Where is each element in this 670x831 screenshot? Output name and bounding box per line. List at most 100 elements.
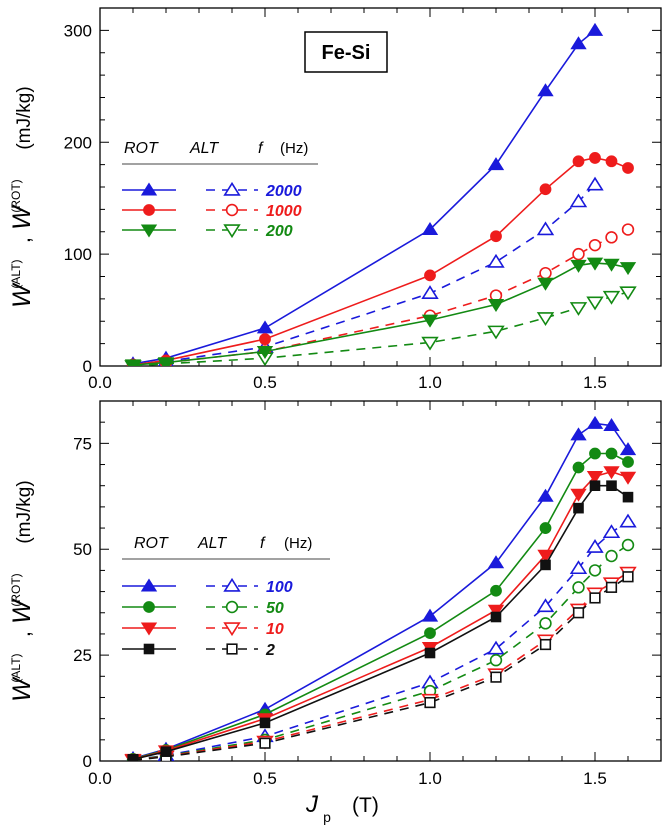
series-50-rot-point: [572, 461, 585, 474]
series-1000-rot-point: [572, 155, 585, 168]
series-10-rot-point: [487, 604, 505, 618]
series-2-rot-point: [622, 491, 634, 503]
y-label-rot-superscript: (ROT): [9, 573, 23, 606]
series-2-rot-point: [259, 717, 271, 729]
series-100-rot-point: [603, 418, 620, 432]
x-tick-label: 0.0: [88, 769, 112, 788]
legend-alt-marker: [223, 577, 241, 592]
series-100-alt-point: [602, 524, 621, 539]
series-200-rot-point: [619, 262, 637, 276]
series-10-rot-line: [132, 470, 629, 761]
series-100-rot-point: [570, 427, 587, 441]
series-2000-rot-point: [537, 83, 554, 97]
legend-header-alt: ALT: [189, 140, 219, 157]
plot-area: [124, 415, 637, 761]
y-label-alt-superscript: (ALT): [9, 653, 23, 682]
series-200-rot-point: [157, 357, 175, 366]
series-2-alt-point: [572, 607, 585, 619]
series-2-alt-point: [424, 696, 436, 709]
legend-row: 2: [122, 642, 275, 659]
series-100-rot-point: [619, 442, 637, 456]
material-badge: [304, 31, 388, 73]
legend-rot-marker: [140, 622, 158, 636]
legend-alt-marker: [223, 622, 241, 637]
y-label-unit: (mJ/kg): [14, 86, 35, 149]
legend-label: 10: [266, 621, 284, 638]
y-label-w-alt: W: [8, 282, 36, 308]
chart-top: 0.0 0.5 1.0 1.50100200300W(ALT),W(ROT)(mJ/k…: [8, 7, 662, 392]
x-tick-label: 1.0: [418, 373, 442, 392]
series-2-rot-point: [127, 754, 139, 761]
series-200-rot-point: [537, 277, 554, 291]
series-2000-rot-point: [256, 320, 274, 334]
series-2-rot-point: [589, 480, 601, 492]
series-2-rot-point: [540, 559, 551, 571]
y-tick-label: 300: [64, 21, 92, 40]
series-200-alt-point: [536, 312, 555, 326]
plot-area: [124, 22, 637, 366]
x-label-j: J: [305, 791, 319, 818]
series-2000-alt-line: [132, 184, 596, 366]
series-50-alt-point: [605, 549, 618, 563]
legend-alt-marker: [225, 203, 239, 217]
series-1000-alt-point: [539, 266, 552, 280]
y-label-separator: ,: [10, 631, 35, 637]
series-2-alt-point: [259, 737, 271, 749]
series-2000-rot-point: [421, 221, 439, 235]
x-tick-label: 1.5: [583, 769, 607, 788]
series-200-alt-point: [602, 290, 621, 305]
x-tick-label: 0.5: [253, 769, 277, 788]
y-label-separator: ,: [10, 237, 35, 243]
legend-row: 10: [122, 621, 284, 638]
legend: ROT ALT f (Hz) 2000 1000 200: [122, 140, 318, 240]
legend-rot-marker: [143, 601, 155, 613]
series-1000-rot-line: [132, 157, 629, 366]
legend-row: 50: [122, 600, 284, 617]
series-200-rot-point: [256, 346, 274, 359]
series-2000-alt-point: [487, 253, 505, 268]
legend-label: 1000: [266, 203, 302, 220]
legend-row: 1000: [122, 203, 302, 220]
series-200-rot-point: [603, 258, 620, 272]
series-50-alt-line: [132, 544, 629, 761]
legend-header-unit: (Hz): [280, 140, 308, 157]
y-tick-label: 50: [73, 540, 92, 559]
series-200-rot-point: [586, 257, 604, 271]
series-2-rot-point: [606, 480, 617, 492]
series-2-rot-point: [573, 502, 584, 514]
series-1000-alt-point: [572, 247, 585, 261]
legend-header-f: f: [260, 535, 266, 552]
series-2-rot-point: [490, 611, 502, 623]
series-10-rot-point: [570, 488, 587, 502]
series-1000-alt-point: [605, 231, 618, 244]
series-50-alt-point: [489, 653, 503, 667]
x-tick-label: 0.0: [88, 373, 112, 392]
series-2-alt-point: [539, 638, 552, 651]
series-50-alt-point: [539, 617, 552, 630]
y-label-unit: (mJ/kg): [14, 480, 35, 543]
series-2000-alt-point: [536, 221, 555, 236]
series-2-alt-line: [132, 576, 629, 761]
series-1000-rot-point: [622, 162, 634, 174]
legend-rot-marker: [140, 578, 158, 592]
legend-row: 2000: [122, 181, 302, 200]
series-200-alt-point: [619, 286, 637, 301]
series-1000-alt-point: [621, 223, 635, 236]
series-50-rot-point: [622, 456, 634, 468]
series-50-rot-point: [605, 447, 618, 460]
series-100-alt-line: [132, 521, 629, 761]
legend-rot-marker: [140, 224, 158, 238]
series-1000-alt-point: [588, 238, 602, 252]
series-200-alt-point: [421, 336, 439, 351]
series-1000-rot-point: [589, 152, 601, 164]
series-50-alt-point: [588, 564, 602, 577]
series-2000-rot-point: [487, 157, 505, 171]
y-label-alt-superscript: (ALT): [9, 259, 23, 288]
legend-alt-marker: [225, 600, 239, 614]
y-tick-label: 200: [64, 133, 92, 152]
x-tick-label: 1.0: [418, 769, 442, 788]
legend-alt-marker: [223, 224, 241, 239]
series-1000-rot-point: [605, 155, 618, 168]
series-200-alt-point: [586, 296, 604, 311]
